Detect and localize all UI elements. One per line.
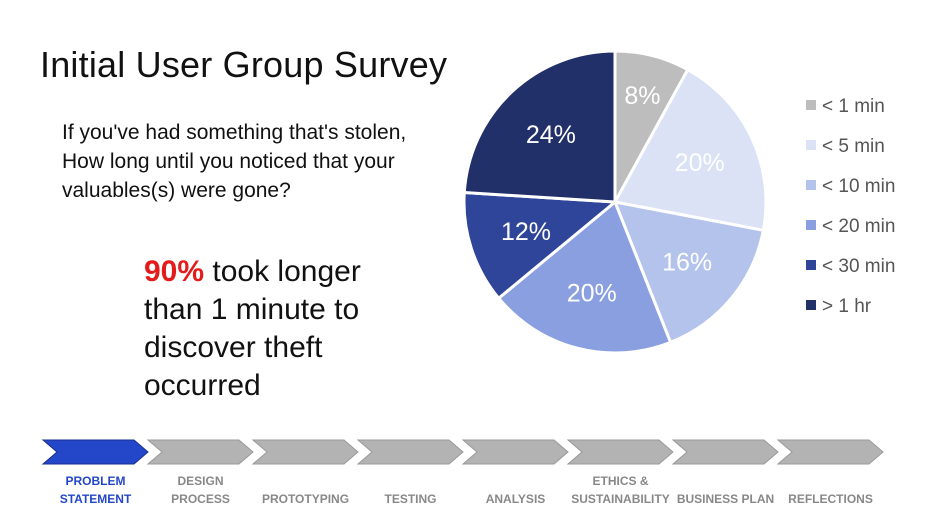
progress-step-arrow[interactable] bbox=[251, 439, 359, 465]
progress-step-arrow[interactable] bbox=[41, 439, 149, 465]
progress-step-arrow[interactable] bbox=[776, 439, 884, 465]
progress-step-arrow[interactable] bbox=[461, 439, 569, 465]
legend-label: < 1 min bbox=[822, 96, 885, 117]
legend-swatch bbox=[806, 100, 816, 110]
progress-step-label[interactable]: ETHICS & SUSTAINABILITY bbox=[571, 474, 670, 506]
legend-item: < 1 min bbox=[806, 96, 895, 136]
pie-slice-2 bbox=[612, 67, 768, 233]
progress-step-label[interactable]: ANALYSIS bbox=[485, 492, 546, 506]
progress-step-arrow[interactable] bbox=[146, 439, 254, 465]
legend-swatch bbox=[806, 260, 816, 270]
legend-item: > 1 hr bbox=[806, 296, 895, 336]
survey-question: If you've had something that's stolen, H… bbox=[62, 121, 407, 202]
legend-label: < 5 min bbox=[822, 136, 885, 157]
pie-slice-4 bbox=[496, 199, 673, 355]
legend-label: < 20 min bbox=[822, 216, 896, 237]
progress-step-arrow[interactable] bbox=[671, 439, 779, 465]
chart-legend: < 1 min < 5 min < 10 min < 20 min < 30 min > … bbox=[806, 96, 895, 336]
pie-slice-label: 20% bbox=[675, 149, 725, 177]
pie-chart: 8% 20% 16% 20% 12% 24% bbox=[462, 49, 768, 355]
progress-step-arrow[interactable] bbox=[356, 439, 464, 465]
progress-step-label[interactable]: REFLECTIONS bbox=[788, 492, 873, 506]
legend-swatch bbox=[806, 300, 816, 310]
legend-label: < 10 min bbox=[822, 176, 896, 197]
progress-step-label[interactable]: DESIGN PROCESS bbox=[171, 474, 230, 506]
progress-step-label[interactable]: PROTOTYPING bbox=[261, 492, 350, 506]
progress-step-label[interactable]: PROBLEM STATEMENT bbox=[59, 474, 132, 506]
legend-item: < 20 min bbox=[806, 216, 895, 256]
page-title: Initial User Group Survey bbox=[40, 44, 448, 85]
legend-label: < 30 min bbox=[822, 256, 896, 277]
pie-slice-5 bbox=[462, 190, 619, 301]
legend-item: < 5 min bbox=[806, 136, 895, 176]
legend-item: < 10 min bbox=[806, 176, 895, 216]
pie-slice-label: 12% bbox=[501, 218, 551, 246]
key-statistic: 90% took longer than 1 minute to discove… bbox=[144, 253, 424, 405]
legend-swatch bbox=[806, 140, 816, 150]
pie-slice-label: 24% bbox=[526, 121, 576, 149]
progress-step-label[interactable]: TESTING bbox=[384, 492, 437, 506]
key-statistic-percent: 90% bbox=[144, 255, 205, 288]
legend-item: < 30 min bbox=[806, 256, 895, 296]
pie-slice-label: 8% bbox=[624, 82, 660, 110]
key-statistic-text: took longer than 1 minute to discover th… bbox=[144, 255, 361, 402]
progress-step-labels: PROBLEM STATEMENT DESIGN PROCESS PROTOTYPING… bbox=[0, 472, 939, 512]
legend-swatch bbox=[806, 220, 816, 230]
progress-step-arrow[interactable] bbox=[566, 439, 674, 465]
legend-label: > 1 hr bbox=[822, 296, 872, 317]
pie-slice-6 bbox=[462, 49, 617, 204]
pie-slice-label: 20% bbox=[567, 280, 617, 308]
progress-step-label[interactable]: BUSINESS PLAN bbox=[676, 492, 775, 506]
pie-slice-label: 16% bbox=[662, 249, 712, 277]
legend-swatch bbox=[806, 180, 816, 190]
pie-slice-3 bbox=[612, 200, 766, 345]
progress-bar bbox=[41, 439, 884, 465]
